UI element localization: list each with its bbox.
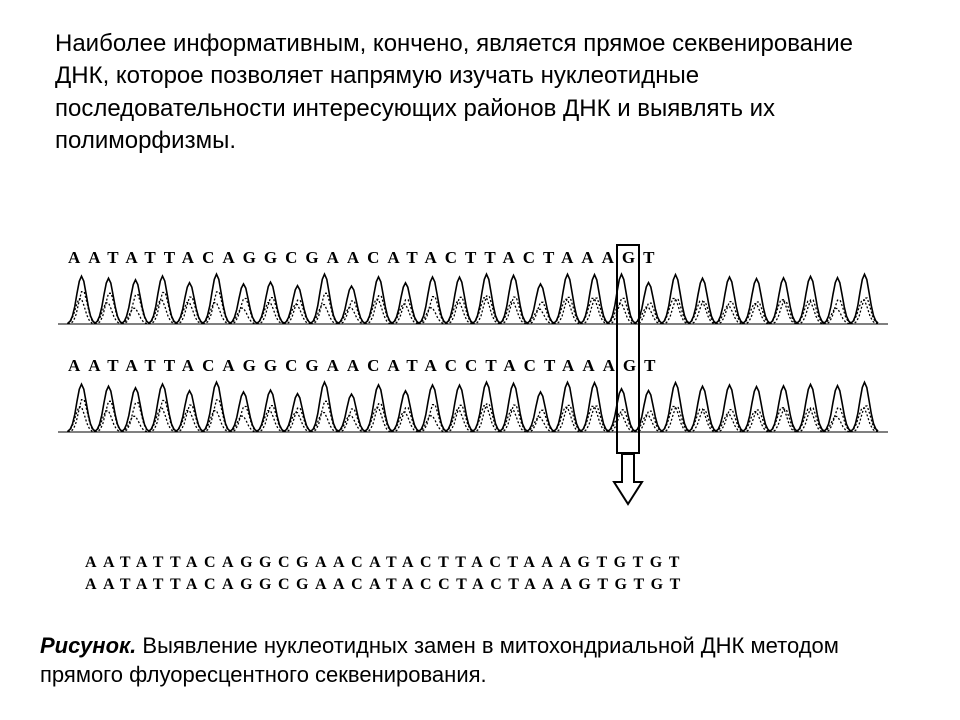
chromatogram-2 [38, 376, 908, 434]
sequence-2-label: AATATTACAGGCGAACATACCTACTAAAGT [68, 356, 663, 376]
result-sequence-1: AATATTACAGGCGAACATACTTACTAAAGTGTGT [85, 554, 686, 572]
sequence-1-label: AATATTACAGGCGAACATACTTACTAAAGT [68, 248, 663, 268]
figure-caption: Рисунок. Выявление нуклеотидных замен в … [40, 631, 920, 690]
main-paragraph: Наиболее информативным, кончено, являетс… [55, 28, 905, 158]
snp-highlight-box [616, 244, 640, 454]
caption-prefix: Рисунок. [40, 633, 136, 658]
caption-body: Выявление нуклеотидных замен в митохондр… [40, 633, 839, 688]
chromatogram-1 [38, 268, 908, 326]
result-sequence-2: AATATTACAGGCGAACATACCTACTAAAGTGTGT [85, 576, 687, 594]
arrow-down-icon [612, 454, 644, 506]
